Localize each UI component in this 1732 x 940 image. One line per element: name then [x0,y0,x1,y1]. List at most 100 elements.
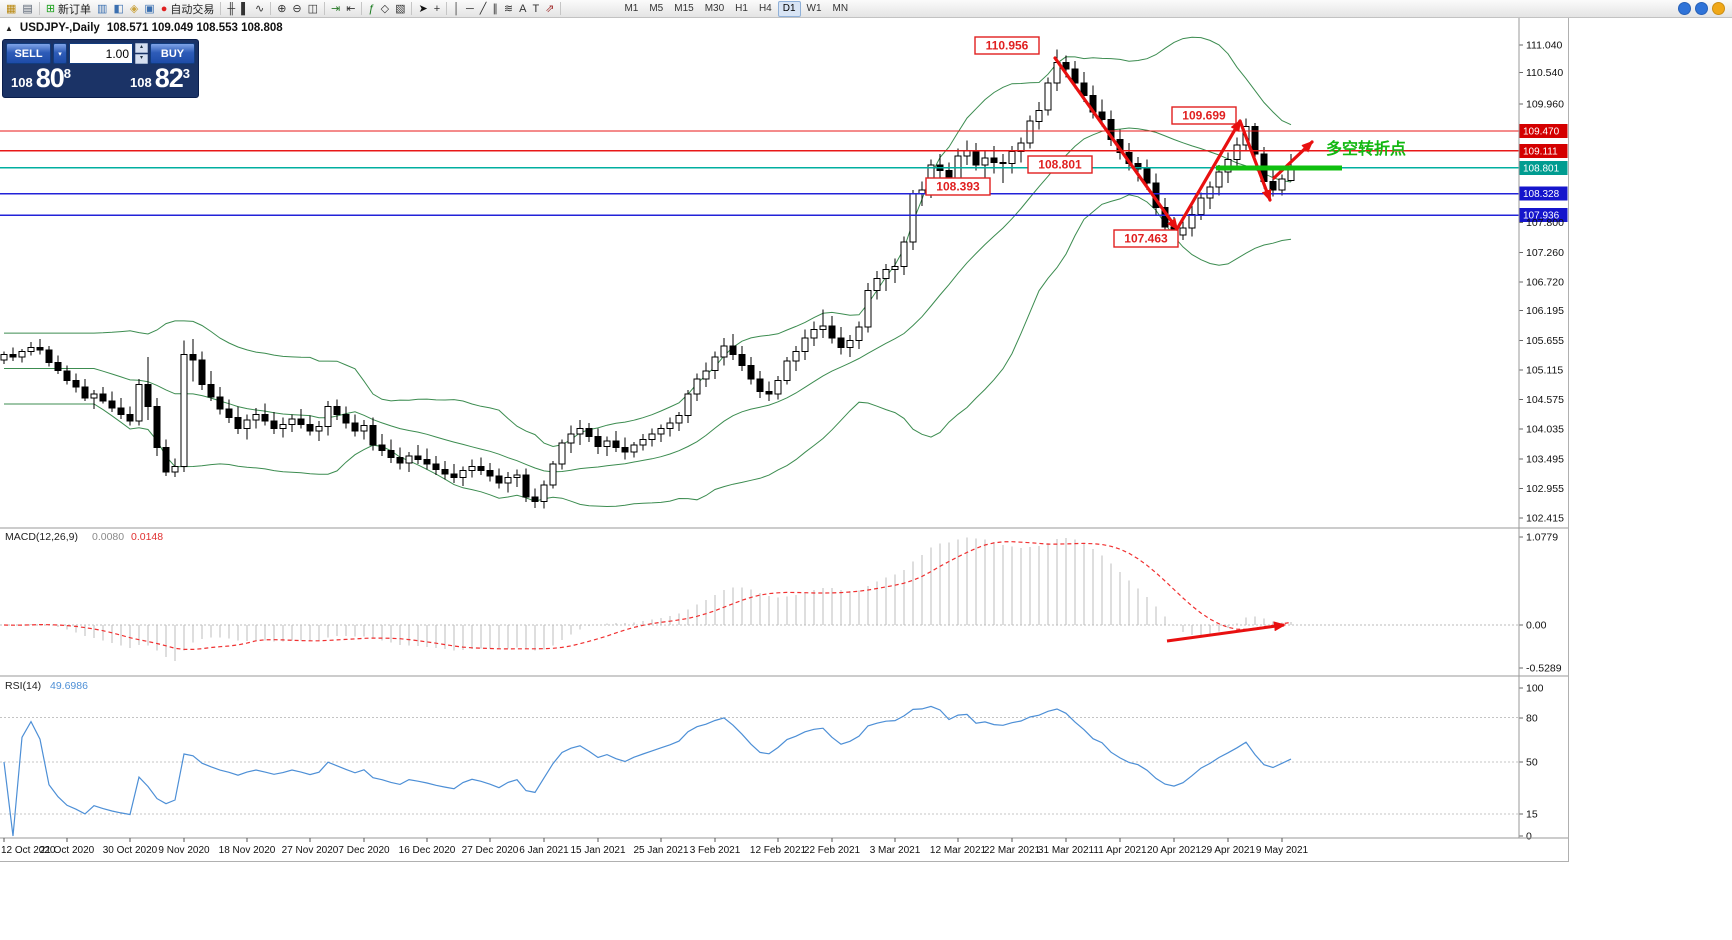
vertical-line-icon[interactable]: │ [450,1,463,17]
svg-text:49.6986: 49.6986 [50,680,88,692]
mql5-community-icon[interactable] [1678,2,1691,15]
crosshair-icon: + [433,2,441,15]
new-order-button-label: 新订单 [58,3,92,16]
buy-button[interactable]: BUY [150,43,195,64]
autotrading-button[interactable]: ● 自动交易 [158,1,218,17]
svg-text:1.0779: 1.0779 [1526,532,1558,544]
line-chart-icon[interactable]: ∿ [252,1,267,17]
crosshair-icon[interactable]: + [431,1,443,17]
templates-icon[interactable]: ▧ [392,1,408,17]
chart-background [0,18,1568,860]
price-callout-107463[interactable] [1113,229,1179,248]
price-callout-109699[interactable] [1171,106,1237,125]
trend-arrow-2[interactable] [1175,119,1242,231]
svg-text:16 Dec 2020: 16 Dec 2020 [399,845,456,856]
bar-chart-icon[interactable]: ╫ [224,1,238,17]
timeframe-m1-button[interactable]: M1 [624,2,639,14]
navigator-icon[interactable]: ◈ [127,1,141,17]
svg-text:0.00: 0.00 [1526,620,1547,632]
volume-dropdown-button[interactable]: ▾ [53,43,67,64]
timeframe-w1-button[interactable]: W1 [806,2,822,14]
new-order-button[interactable]: ⊞ 新订单 [43,1,94,17]
zoom-out-icon[interactable]: ⊖ [289,1,304,17]
svg-text:18 Nov 2020: 18 Nov 2020 [219,845,276,856]
arrows-tool-icon[interactable]: ⇗ [542,1,557,17]
channel-icon[interactable]: ∥ [489,1,501,17]
trend-arrow-1[interactable] [1053,56,1179,231]
svg-text:12 Mar 2021: 12 Mar 2021 [930,845,987,856]
horizontal-line-icon[interactable]: ─ [463,1,477,17]
chart-canvas[interactable]: 109.470109.111108.801108.328107.936111.0… [0,18,1568,860]
terminal-icon: ▣ [144,2,155,15]
tile-windows-icon: ◫ [307,2,319,15]
price-callout-108801[interactable] [1027,155,1093,174]
volume-input[interactable]: 1.00 [69,43,133,64]
price-callout-108393[interactable] [925,177,991,196]
svg-text:0: 0 [1526,831,1532,843]
volume-increase-button[interactable]: ▴ [135,43,148,53]
candlestick-chart-icon[interactable]: ▌ [238,1,252,17]
periods-icon[interactable]: ◇ [378,1,392,17]
one-click-collapse-icon[interactable]: ▲ [5,23,13,33]
svg-text:15 Jan 2021: 15 Jan 2021 [570,845,625,856]
zoom-in-icon[interactable]: ⊕ [274,1,289,17]
svg-text:102.955: 102.955 [1526,483,1564,495]
timeframe-h1-button[interactable]: H1 [735,2,748,14]
svg-text:9 May 2021: 9 May 2021 [1256,845,1309,856]
market-watch-icon[interactable]: ▥ [94,1,110,17]
help-icon[interactable] [1695,2,1708,15]
fibonacci-icon[interactable]: ≋ [501,1,516,17]
indicators-icon[interactable]: ƒ [365,1,377,17]
profiles-icon[interactable]: ▤ [19,1,35,17]
chart-shift-icon[interactable]: ⇤ [343,1,358,17]
timeframe-h4-button[interactable]: H4 [758,2,772,14]
toolbar-separator [220,2,222,15]
svg-text:111.040: 111.040 [1526,40,1563,52]
data-window-icon[interactable]: ◧ [110,1,126,17]
svg-text:109.470: 109.470 [1523,127,1560,138]
chart-header: ▲ USDJPY-,Daily 108.571 109.049 108.553 … [5,22,283,34]
trendline-icon[interactable]: ╱ [477,1,490,17]
channel-icon: ∥ [492,2,498,15]
timeframe-mn-button[interactable]: MN [832,2,849,14]
tile-windows-icon[interactable]: ◫ [305,1,321,17]
new-chart-icon[interactable]: ▦ [3,1,19,17]
annotation-text[interactable]: 多空转折点 [1326,139,1406,158]
volume-decrease-button[interactable]: ▾ [135,54,148,64]
svg-text:109.111: 109.111 [1523,146,1558,157]
chart-annotations: 110.956 109.699 108.801 108.393 107.463 多空转折点 [925,36,1406,248]
macd-trend-arrow[interactable] [1166,621,1286,643]
trend-arrow-4[interactable] [1272,140,1314,180]
sell-button[interactable]: SELL [6,43,51,64]
price-callout-110956[interactable] [974,36,1040,55]
toolbar-separator [361,2,363,15]
sell-price-display[interactable]: 108 80 8 [11,65,71,92]
toolbar-separator [270,2,272,15]
zoom-in-icon: ⊕ [277,2,287,15]
auto-scroll-icon[interactable]: ⇥ [328,1,343,17]
price-scale[interactable]: 111.040 110.540 109.960 107.800 107.260 106.7… [1519,40,1564,843]
svg-text:12 Oct 2020: 12 Oct 2020 [1,845,56,856]
notification-icon[interactable] [1712,2,1725,15]
sell-price-big: 80 [35,63,65,93]
terminal-icon[interactable]: ▣ [141,1,157,17]
svg-text:110.540: 110.540 [1526,67,1563,79]
buy-price-display[interactable]: 108 82 3 [130,65,190,92]
text-icon[interactable]: A [516,1,529,17]
cursor-icon: ➤ [418,2,428,15]
text-label-icon[interactable]: T [529,1,542,17]
timeframe-d1-button[interactable]: D1 [777,0,801,17]
cursor-icon[interactable]: ➤ [415,1,430,17]
navigator-icon: ◈ [129,2,139,15]
timeframe-m30-button[interactable]: M30 [704,2,725,14]
svg-text:109.960: 109.960 [1526,99,1564,111]
chart-title: USDJPY-,Daily [19,22,100,34]
svg-text:108.328: 108.328 [1523,189,1560,200]
svg-text:27 Dec 2020: 27 Dec 2020 [462,845,519,856]
timeframe-m15-button[interactable]: M15 [674,2,694,14]
zoom-out-icon: ⊖ [292,2,302,15]
timeframe-m5-button[interactable]: M5 [649,2,664,14]
svg-text:30 Oct 2020: 30 Oct 2020 [103,845,158,856]
trend-arrow-3[interactable] [1238,119,1272,202]
